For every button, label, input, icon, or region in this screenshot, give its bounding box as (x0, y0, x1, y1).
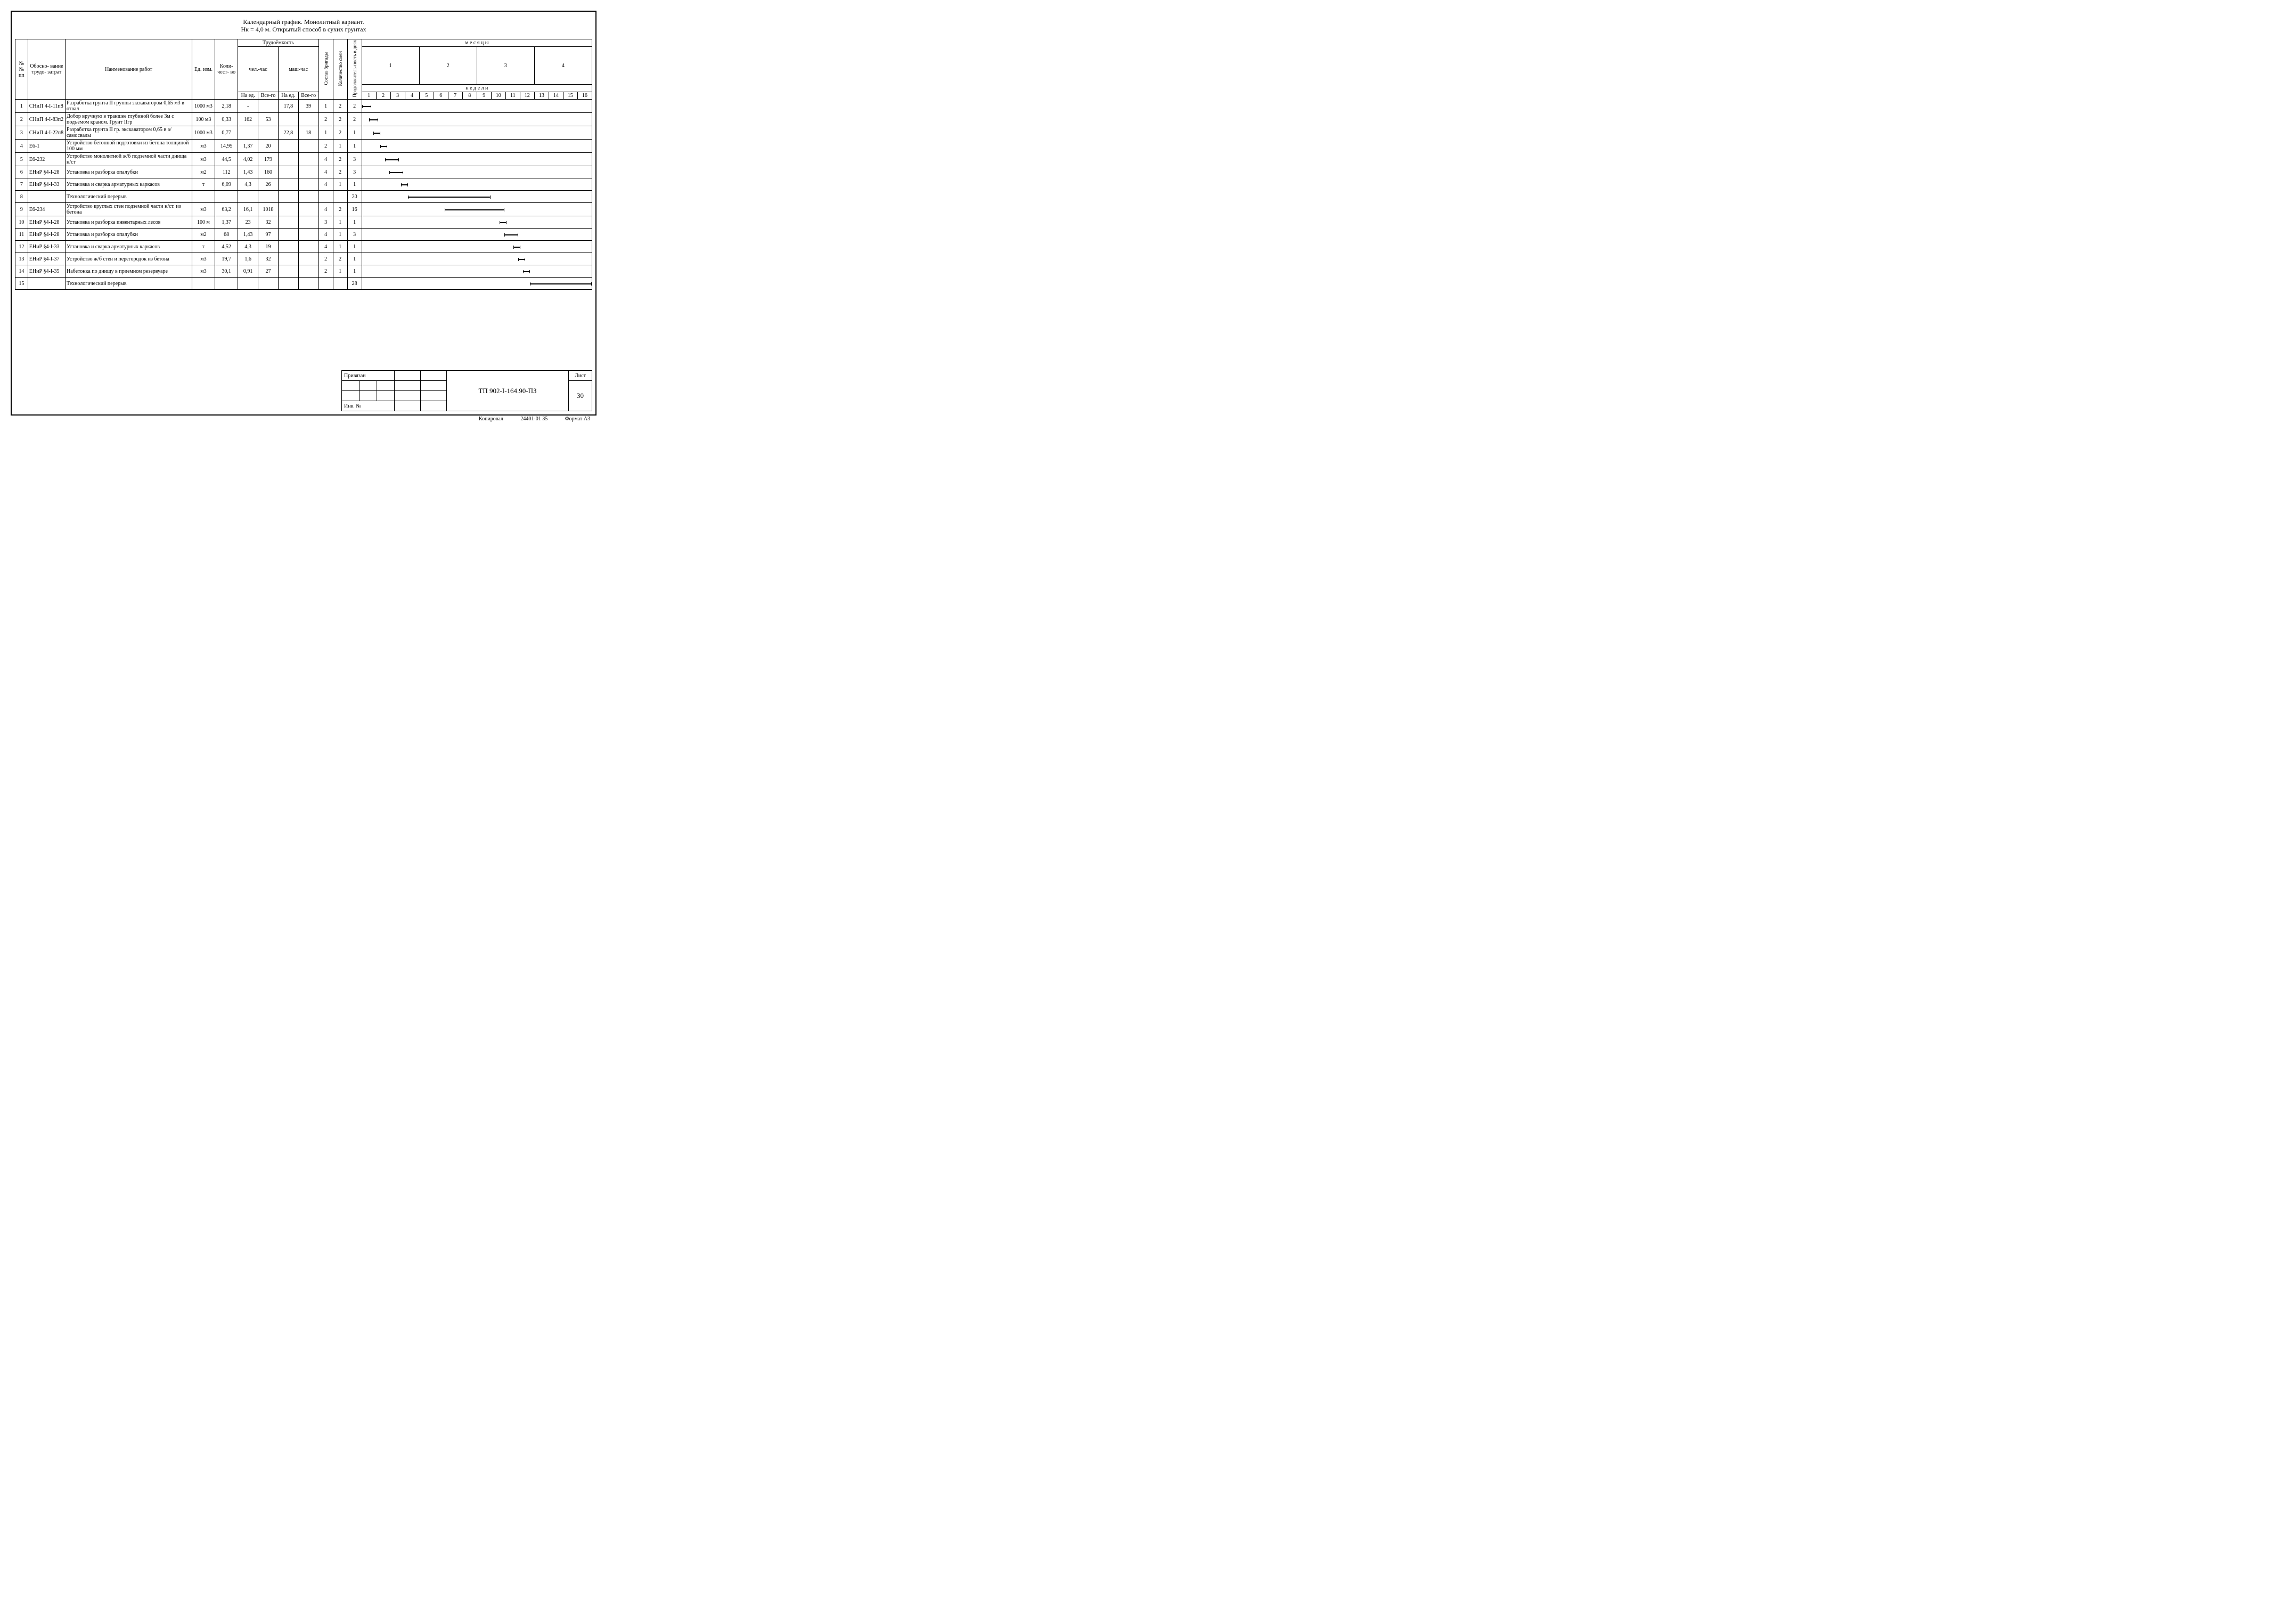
h-mat: Все-го (298, 92, 318, 100)
h-manhr: чел.-час (238, 46, 279, 92)
schedule-table: №№ пп Обосно- вание трудо- затрат Наимен… (15, 39, 592, 290)
table-row: 1СНиП 4-I-11п8Разработка грунта II групп… (15, 100, 592, 113)
gantt-bar (389, 172, 403, 173)
h-months: м е с я ц ы (362, 39, 592, 46)
gantt-bar (445, 209, 504, 210)
h-basis: Обосно- вание трудо- затрат (28, 39, 65, 100)
h-w8: 8 (462, 92, 477, 100)
table-row: 2СНиП 4-I-83п2Добор вручную в траншее гл… (15, 113, 592, 126)
gantt-cell (362, 178, 592, 191)
h-w12: 12 (520, 92, 534, 100)
gantt-cell (362, 278, 592, 290)
gantt-cell (362, 126, 592, 140)
table-row: 5Е6-232Устройство монолитной ж/б подземн… (15, 153, 592, 166)
table-row: 7ЕНиР §4-I-33Установка и сварка арматурн… (15, 178, 592, 191)
h-w14: 14 (549, 92, 563, 100)
stamp-sheet-label: Лист (569, 371, 592, 381)
gantt-bar (530, 283, 592, 284)
h-w1: 1 (362, 92, 376, 100)
h-w13: 13 (534, 92, 549, 100)
gantt-bar (504, 234, 518, 235)
h-qty: Коли- чест- во (215, 39, 238, 100)
h-machhr: маш-час (278, 46, 318, 92)
gantt-cell (362, 229, 592, 241)
drawing-sheet: Календарный график. Монолитный вариант. … (11, 11, 597, 416)
h-m2: 2 (419, 46, 477, 85)
stamp-inv: Инв. № (342, 401, 395, 411)
table-body: 1СНиП 4-I-11п8Разработка грунта II групп… (15, 100, 592, 290)
h-unit: Ед. изм. (192, 39, 215, 100)
table-row: 11ЕНиР §4-I-28Установка и разборка опалу… (15, 229, 592, 241)
h-w4: 4 (405, 92, 419, 100)
title-block: Календарный график. Монолитный вариант. … (15, 18, 592, 34)
gantt-cell (362, 140, 592, 153)
h-w10: 10 (491, 92, 505, 100)
h-w9: 9 (477, 92, 491, 100)
table-row: 9Е6-234Устройство круглых стен подземной… (15, 203, 592, 216)
gantt-bar (408, 197, 491, 198)
h-mht: Все-го (258, 92, 279, 100)
table-row: 8Технологический перерыв20 (15, 191, 592, 203)
h-labor: Трудоёмкость (238, 39, 318, 46)
footer-line: Копировал 24401-01 35 Формат А3 (463, 416, 590, 422)
foot-kopiroval: Копировал (479, 416, 503, 422)
table-row: 14ЕНиР §4-I-35Набетонка по днищу в прием… (15, 265, 592, 278)
gantt-bar (385, 159, 399, 160)
h-w3: 3 (390, 92, 405, 100)
gantt-cell (362, 100, 592, 113)
foot-format: Формат А3 (565, 416, 590, 422)
gantt-bar (513, 247, 520, 248)
title-line2: Нк = 4,0 м. Открытый способ в сухих грун… (241, 26, 366, 33)
h-w5: 5 (419, 92, 434, 100)
table-row: 3СНиП 4-I-22п8Разработка грунта II гр. э… (15, 126, 592, 140)
h-weeks: н е д е л и (362, 85, 592, 92)
h-mhu: На ед. (238, 92, 258, 100)
h-shifts: Количество смен (333, 39, 347, 100)
h-crew: Состав бригады (318, 39, 333, 100)
gantt-cell (362, 241, 592, 253)
title-line1: Календарный график. Монолитный вариант. (243, 18, 364, 26)
gantt-bar (369, 119, 378, 120)
h-num: №№ пп (15, 39, 28, 100)
table-header: №№ пп Обосно- вание трудо- затрат Наимен… (15, 39, 592, 100)
gantt-bar (362, 106, 371, 107)
table-row: 12ЕНиР §4-I-33Установка и сварка арматур… (15, 241, 592, 253)
h-w6: 6 (434, 92, 448, 100)
gantt-bar (380, 146, 387, 147)
gantt-cell (362, 253, 592, 265)
stamp-sheet-num: 30 (569, 381, 592, 411)
table-row: 4Е6-1Устройство бетонной подготовки из б… (15, 140, 592, 153)
h-m4: 4 (534, 46, 592, 85)
h-mau: На ед. (278, 92, 298, 100)
gantt-cell (362, 153, 592, 166)
table-row: 13ЕНиР §4-I-37Устройство ж/б стен и пере… (15, 253, 592, 265)
table-row: 6ЕНиР §4-I-28Установка и разборка опалуб… (15, 166, 592, 178)
stamp-priv: Привязан (342, 371, 395, 381)
gantt-cell (362, 203, 592, 216)
gantt-bar (401, 184, 408, 185)
table-row: 10ЕНиР §4-I-28Установка и разборка инвен… (15, 216, 592, 229)
foot-num: 24401-01 35 (520, 416, 548, 422)
stamp-code: ТП 902-I-164.90-ПЗ (447, 371, 569, 411)
gantt-cell (362, 191, 592, 203)
h-dur: Продолжитель-ность в днях (347, 39, 362, 100)
gantt-bar (373, 133, 380, 134)
gantt-cell (362, 216, 592, 229)
h-w2: 2 (376, 92, 390, 100)
h-w16: 16 (577, 92, 592, 100)
h-w15: 15 (563, 92, 577, 100)
gantt-bar (500, 222, 506, 223)
h-work: Наименование работ (66, 39, 192, 100)
title-stamp: Привязан ТП 902-I-164.90-ПЗ Лист 30 Инв.… (341, 370, 592, 411)
h-w7: 7 (448, 92, 462, 100)
h-m1: 1 (362, 46, 419, 85)
h-w11: 11 (505, 92, 520, 100)
gantt-bar (518, 259, 525, 260)
table-row: 15Технологический перерыв28 (15, 278, 592, 290)
gantt-cell (362, 265, 592, 278)
gantt-cell (362, 113, 592, 126)
gantt-bar (523, 271, 530, 272)
h-m3: 3 (477, 46, 534, 85)
gantt-cell (362, 166, 592, 178)
